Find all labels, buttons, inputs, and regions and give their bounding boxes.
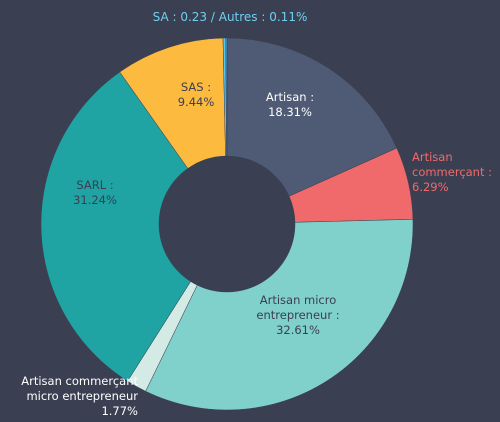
label-value: 31.24% bbox=[73, 193, 117, 207]
donut-slice bbox=[226, 37, 398, 197]
label-name: Artisan commerçant : bbox=[412, 150, 493, 179]
donut-slice bbox=[225, 37, 228, 157]
label-name: Artisan : bbox=[265, 90, 315, 104]
label-name: SAS : bbox=[180, 80, 212, 94]
donut-slice bbox=[40, 71, 191, 382]
label-name: Artisan commerçant micro entrepreneur bbox=[21, 374, 138, 403]
label-value: 32.61% bbox=[276, 323, 320, 337]
label-value: 18.31% bbox=[268, 105, 312, 119]
label: Artisan :18.31% bbox=[250, 90, 330, 120]
label: Artisan micro entrepreneur :32.61% bbox=[243, 293, 353, 338]
label: Artisan commerçant micro entrepreneur 1.7… bbox=[0, 374, 138, 419]
label-name: Artisan micro entrepreneur : bbox=[256, 293, 340, 322]
label-value: 1.77% bbox=[101, 404, 138, 418]
donut-slice bbox=[145, 219, 414, 411]
label-value: 9.44% bbox=[177, 95, 215, 109]
label: SARL :31.24% bbox=[65, 178, 125, 208]
label: SAS :9.44% bbox=[166, 80, 226, 110]
label-name: SARL : bbox=[76, 178, 114, 192]
label-value: 6.29% bbox=[412, 180, 449, 194]
annotation: SA : 0.23 / Autres : 0.11% bbox=[152, 10, 308, 24]
label: Artisan commerçant :6.29% bbox=[412, 150, 500, 195]
